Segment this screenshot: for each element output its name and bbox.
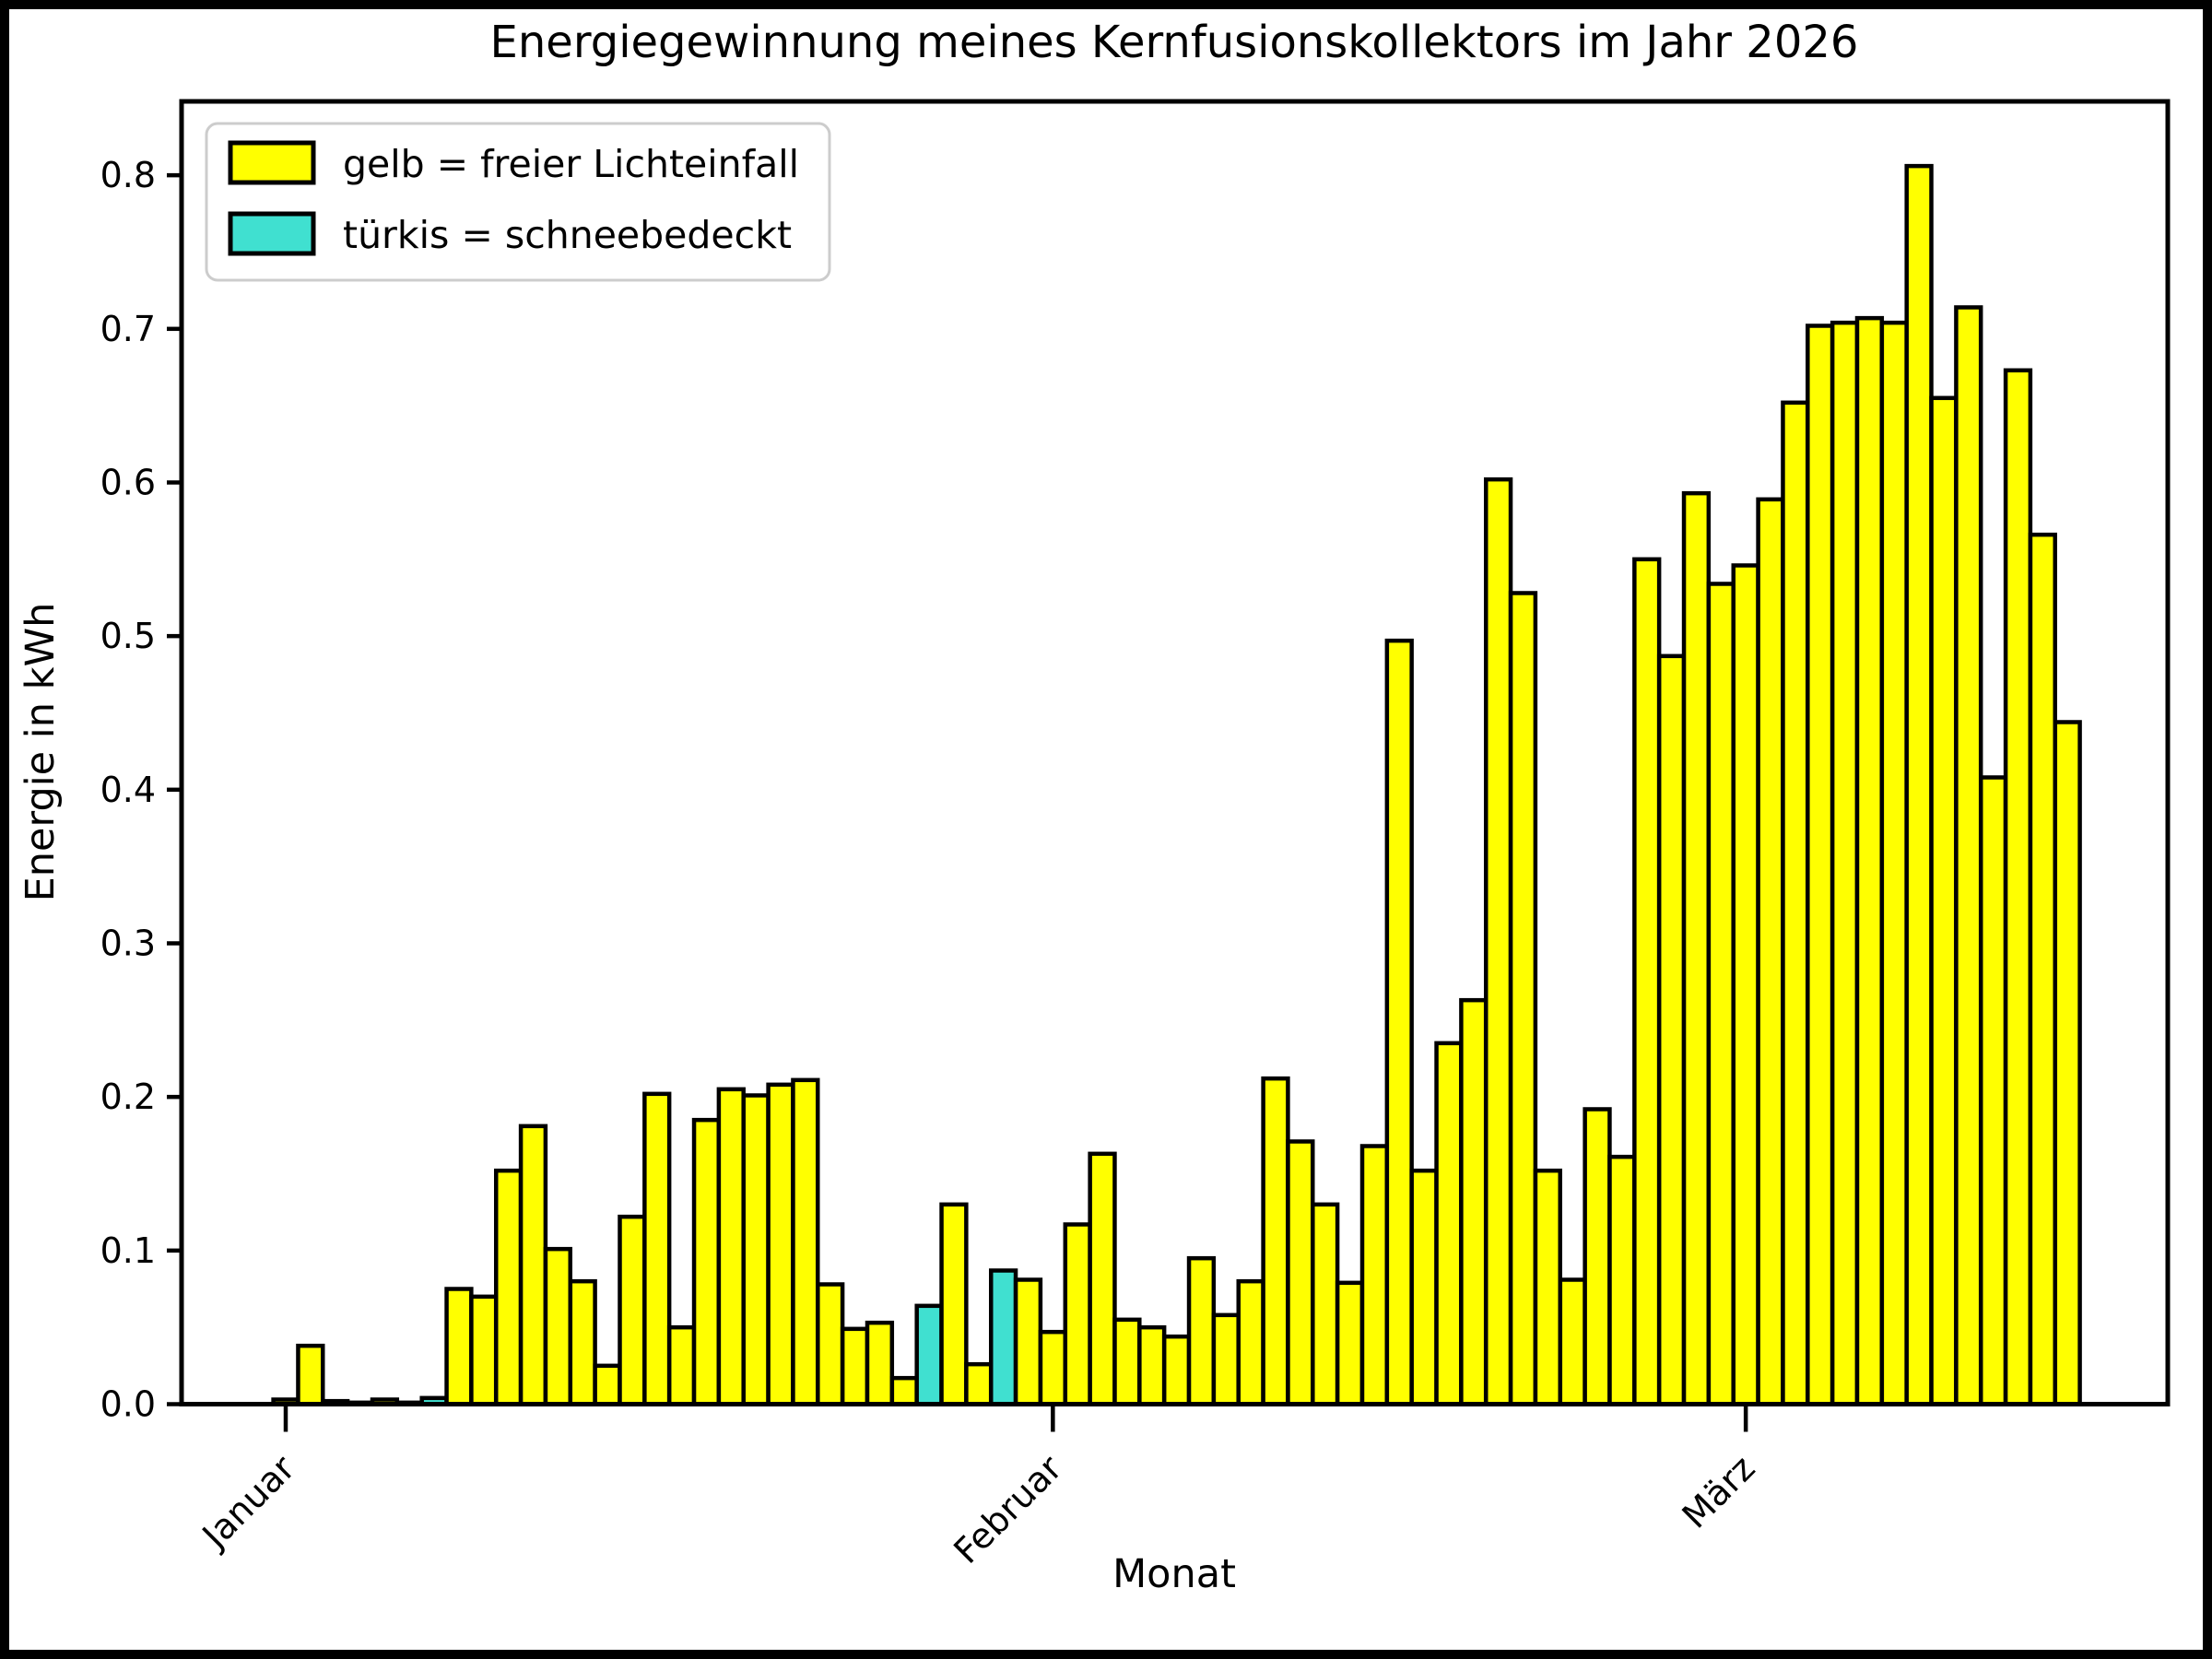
- y-tick-label: 0.6: [100, 462, 156, 502]
- bar-märz-14: [2053, 720, 2082, 1406]
- axes-spines: [179, 99, 2171, 1406]
- bar-februar-7: [1186, 1255, 1217, 1406]
- legend-label-turquoise: türkis = schneebedeckt: [343, 213, 792, 257]
- bar-märz-6: [1854, 315, 1885, 1406]
- y-tick-label: 0.2: [100, 1077, 156, 1117]
- y-axis-label: Energie in kWh: [18, 603, 64, 902]
- bar-januar-13: [568, 1278, 597, 1406]
- bar-februar-5: [1137, 1324, 1167, 1406]
- bar-januar-17: [666, 1324, 697, 1406]
- bar-februar-26: [1656, 653, 1687, 1406]
- bar-märz-12: [2003, 368, 2033, 1406]
- bar-februar-19: [1484, 477, 1513, 1406]
- bar-märz-1: [1731, 563, 1760, 1406]
- legend-label-yellow: gelb = freier Lichteinfall: [343, 142, 799, 186]
- bar-januar-26: [889, 1375, 919, 1406]
- bar-februar-17: [1434, 1041, 1464, 1406]
- bar-februar-12: [1311, 1202, 1340, 1406]
- bar-märz-3: [1781, 400, 1810, 1406]
- bar-januar-25: [865, 1320, 895, 1406]
- bar-januar-30: [989, 1268, 1018, 1406]
- bar-februar-20: [1508, 591, 1538, 1406]
- bar-februar-13: [1335, 1280, 1365, 1406]
- bar-märz-9: [1929, 395, 1959, 1406]
- bar-februar-2: [1063, 1222, 1092, 1406]
- legend-swatch-yellow-icon: [228, 140, 316, 185]
- y-tick-label: 0.5: [100, 616, 156, 656]
- bar-februar-6: [1161, 1334, 1192, 1406]
- bar-februar-10: [1261, 1076, 1290, 1406]
- legend: gelb = freier Lichteinfall türkis = schn…: [205, 122, 831, 282]
- bar-januar-9: [469, 1294, 499, 1406]
- bar-januar-24: [840, 1326, 870, 1406]
- bar-märz-5: [1830, 320, 1860, 1406]
- chart-title: Energiegewinnung meines Kernfusionskolle…: [490, 17, 1859, 68]
- bar-februar-27: [1681, 490, 1712, 1406]
- legend-swatch-turquoise-icon: [228, 211, 316, 256]
- bar-märz-13: [2028, 532, 2057, 1406]
- bar-februar-21: [1533, 1168, 1562, 1406]
- y-tick-label: 0.8: [100, 155, 156, 195]
- bar-februar-4: [1112, 1317, 1142, 1406]
- bar-februar-22: [1558, 1277, 1587, 1406]
- bar-januar-31: [1013, 1277, 1043, 1406]
- bar-januar-29: [964, 1361, 994, 1406]
- bar-januar-22: [791, 1077, 820, 1406]
- bar-januar-19: [716, 1087, 746, 1406]
- bar-februar-14: [1359, 1144, 1390, 1406]
- bar-februar-23: [1583, 1107, 1612, 1406]
- bar-januar-27: [914, 1303, 944, 1406]
- y-tick-label: 0.3: [100, 923, 156, 963]
- bar-märz-4: [1806, 324, 1835, 1406]
- bar-januar-16: [642, 1091, 672, 1406]
- bar-januar-21: [766, 1082, 795, 1406]
- bar-februar-8: [1211, 1312, 1241, 1406]
- bar-februar-24: [1607, 1154, 1637, 1406]
- bar-januar-10: [494, 1168, 524, 1406]
- bar-märz-7: [1879, 320, 1909, 1406]
- bar-februar-28: [1706, 582, 1735, 1406]
- x-axis-label: Monat: [1112, 1551, 1236, 1597]
- bar-januar-14: [593, 1363, 622, 1406]
- bar-märz-8: [1904, 163, 1934, 1406]
- bar-januar-8: [444, 1287, 474, 1406]
- y-tick-label: 0.4: [100, 770, 156, 810]
- bar-februar-15: [1384, 638, 1414, 1406]
- bar-februar-18: [1459, 997, 1488, 1406]
- bar-januar-23: [816, 1282, 845, 1406]
- bar-januar-18: [691, 1117, 722, 1406]
- bar-februar-9: [1236, 1278, 1265, 1406]
- bar-februar-1: [1038, 1329, 1067, 1406]
- bar-januar-2: [296, 1343, 325, 1406]
- bar-februar-3: [1088, 1151, 1117, 1406]
- bar-märz-10: [1954, 305, 1983, 1406]
- bar-januar-15: [618, 1214, 647, 1406]
- y-tick-label: 0.7: [100, 309, 156, 349]
- bar-februar-11: [1286, 1139, 1315, 1406]
- bar-januar-12: [543, 1246, 573, 1406]
- y-tick-label: 0.0: [100, 1384, 156, 1425]
- bar-januar-28: [939, 1202, 969, 1406]
- legend-box: [205, 122, 831, 282]
- y-tick-label: 0.1: [100, 1230, 156, 1271]
- bar-februar-16: [1409, 1168, 1439, 1406]
- bar-januar-11: [518, 1124, 548, 1406]
- bar-märz-2: [1756, 497, 1785, 1406]
- bar-januar-20: [741, 1093, 771, 1406]
- bar-märz-11: [1979, 775, 2008, 1406]
- bar-februar-25: [1632, 557, 1662, 1406]
